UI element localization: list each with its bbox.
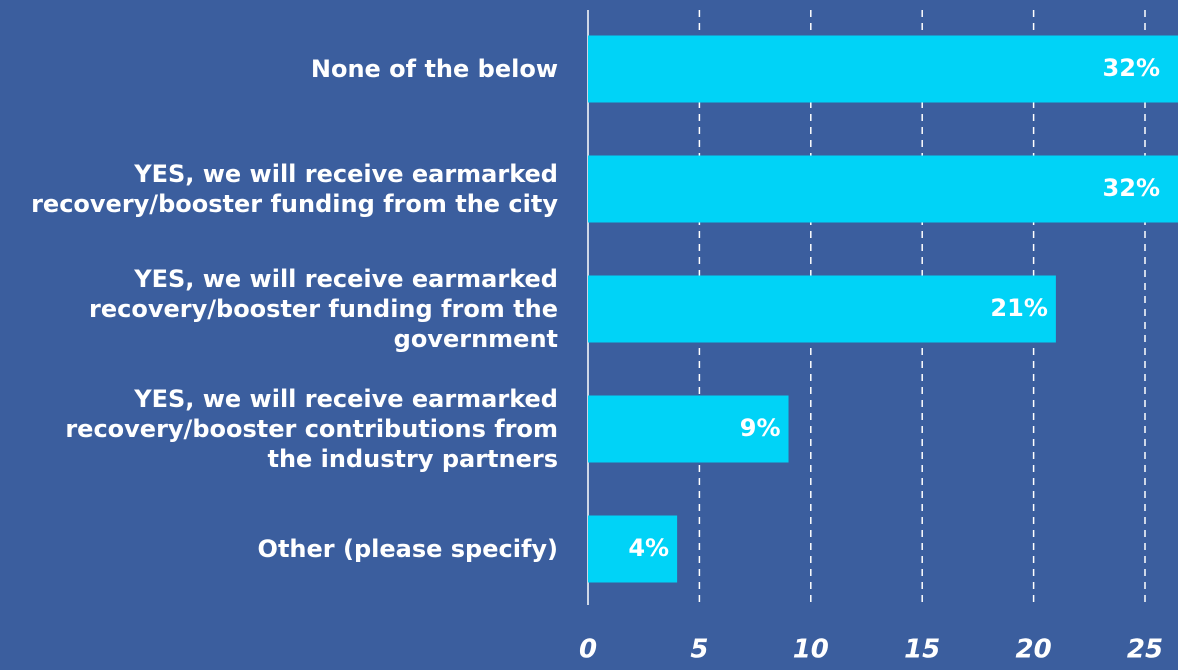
x-tick-label: 0: [579, 635, 597, 665]
x-tick-label: 25: [1127, 635, 1163, 665]
category-label: Other (please specify): [257, 535, 558, 563]
category-label: YES, we will receive earmarked recovery/…: [89, 265, 558, 353]
x-tick-label: 15: [904, 635, 940, 665]
category-label: YES, we will receive earmarked recovery/…: [65, 385, 558, 473]
bar: [588, 515, 678, 583]
category-label: None of the below: [310, 55, 558, 83]
value-label: 21%: [990, 294, 1047, 322]
value-label: 4%: [628, 534, 669, 562]
x-tick-label: 10: [793, 635, 829, 665]
category-label: YES, we will receive earmarked recovery/…: [31, 160, 558, 218]
x-tick-label: 20: [1016, 635, 1052, 665]
bar: [588, 35, 1178, 103]
bar: [588, 155, 1178, 223]
bar: [588, 395, 789, 463]
value-label: 32%: [1103, 54, 1160, 82]
bar: [588, 275, 1056, 343]
value-label: 32%: [1103, 174, 1160, 202]
x-tick-label: 5: [690, 635, 708, 665]
value-label: 9%: [740, 414, 781, 442]
